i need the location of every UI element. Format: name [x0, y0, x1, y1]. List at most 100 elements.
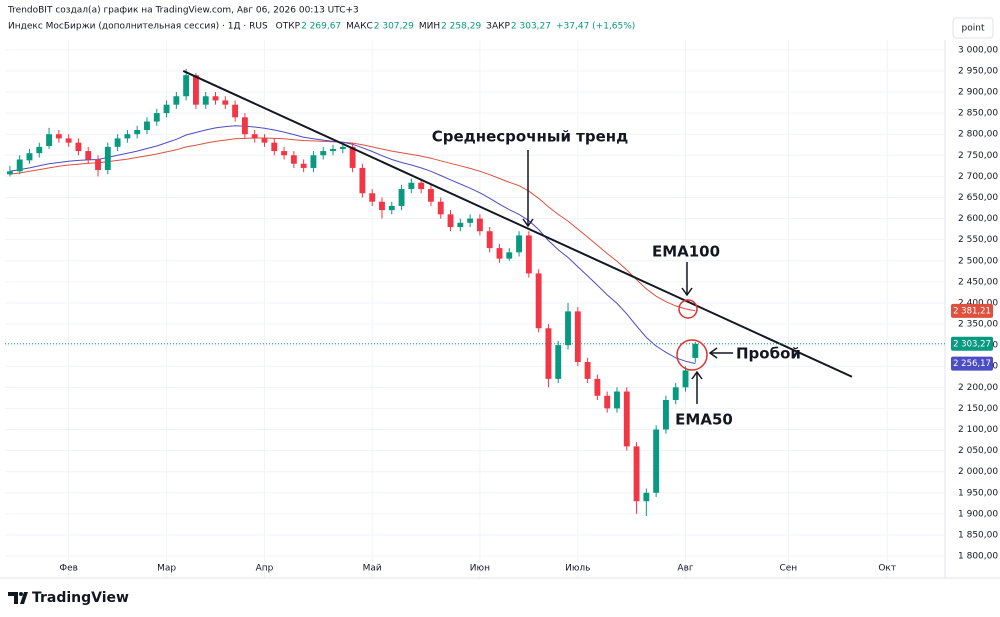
- logo-mark: [8, 592, 28, 604]
- x-tick-label: Июн: [470, 564, 490, 574]
- grid: [5, 40, 945, 578]
- candle-body: [555, 345, 562, 379]
- candle-body: [290, 155, 297, 164]
- candle-body: [241, 117, 248, 135]
- y-tick-label: 2 800,00: [958, 130, 998, 140]
- candle-body: [310, 155, 317, 168]
- y-tick-label: 2 400,00: [958, 298, 998, 308]
- x-tick-label: Апр: [256, 564, 274, 574]
- ohlc-value: 2 258,29: [441, 22, 481, 32]
- candle-body: [467, 218, 474, 223]
- ohlc-label: ОТКР: [276, 22, 301, 32]
- candle-body: [153, 113, 160, 122]
- candle-body: [36, 146, 43, 154]
- candle-body: [614, 391, 620, 409]
- y-tick-label: 2 200,00: [958, 383, 998, 393]
- candle-body: [565, 311, 571, 346]
- arrow-head: [522, 218, 534, 228]
- plot: [5, 68, 945, 516]
- candle-body: [388, 205, 395, 211]
- price-tag-label: 2 303,27: [953, 339, 991, 349]
- x-tick-label: Окт: [878, 564, 896, 574]
- y-tick-label: 3 000,00: [958, 45, 998, 55]
- ohlc-label: МИН: [419, 22, 440, 32]
- candle-body: [428, 189, 434, 202]
- candle-body: [173, 96, 180, 105]
- candle-body: [653, 429, 660, 493]
- y-tick-label: 2 100,00: [958, 425, 998, 435]
- scale-button-label[interactable]: point: [962, 24, 985, 34]
- price-tag-label: 2 381,21: [953, 306, 991, 316]
- scale-button[interactable]: [952, 17, 994, 39]
- y-tick-label: 2 750,00: [958, 151, 998, 161]
- annotation: EMA100: [652, 243, 720, 261]
- candle-body: [95, 159, 101, 171]
- candle-body: [193, 75, 199, 105]
- candle-body: [633, 446, 640, 502]
- candle-body: [476, 218, 483, 232]
- candle-body: [447, 214, 454, 228]
- ohlc-label: МАКС: [346, 22, 373, 32]
- y-tick-label: 2 550,00: [958, 235, 998, 245]
- arrow-head: [708, 347, 718, 359]
- candle-body: [202, 96, 209, 105]
- attribution: TrendoBIT создал(а) график на TradingVie…: [7, 6, 359, 16]
- y-tick-label: 2 500,00: [958, 256, 998, 266]
- ohlc-value: 2 303,27: [511, 22, 551, 32]
- highlight-circle: [678, 299, 698, 319]
- annotation: Среднесрочный тренд: [432, 128, 629, 146]
- candle-body: [623, 391, 630, 447]
- candle-body: [6, 171, 13, 175]
- candle-body: [144, 121, 150, 130]
- candle-body: [212, 96, 219, 101]
- y-tick-label: 1 950,00: [958, 488, 998, 498]
- candle-body: [232, 104, 239, 118]
- annotation: EMA50: [675, 411, 733, 429]
- arrow-head: [691, 370, 703, 380]
- brand-logo: TradingView: [8, 590, 129, 606]
- candle-body: [574, 311, 581, 363]
- candle-body: [486, 231, 493, 249]
- ohlc-value: 2 269,67: [301, 22, 341, 32]
- candle-body: [46, 134, 52, 147]
- trend-line: [182, 70, 853, 378]
- candle-body: [114, 138, 121, 147]
- candle-body: [369, 193, 376, 202]
- candle-body: [330, 148, 336, 152]
- candle-body: [300, 163, 307, 168]
- y-tick-label: 2 350,00: [958, 320, 998, 330]
- candle-body: [692, 343, 699, 358]
- annotation: Пробой: [736, 345, 801, 363]
- y-tick-label: 2 000,00: [958, 467, 998, 477]
- candle-body: [359, 167, 366, 194]
- candle-body: [26, 153, 33, 161]
- candle-body: [672, 387, 679, 400]
- candle-body: [16, 159, 23, 172]
- x-tick-label: Сен: [779, 564, 797, 574]
- candle-body: [535, 273, 542, 329]
- candle-body: [506, 252, 513, 259]
- candle-body: [320, 151, 327, 156]
- candle-body: [75, 142, 82, 152]
- ohlc-value: 2 307,29: [374, 22, 414, 32]
- x-tick-label: Май: [363, 564, 382, 574]
- y-tick-label: 2 600,00: [958, 214, 998, 224]
- y-tick-label: 1 900,00: [958, 509, 998, 519]
- ohlc-legend: ОТКР 2 269,67 МАКС 2 307,29 МИН 2 258,29 ЗАКР 2…: [276, 22, 636, 32]
- candle-body: [124, 134, 131, 139]
- candle-body: [525, 235, 532, 274]
- candle-body: [65, 138, 72, 143]
- candle-body: [594, 378, 601, 396]
- candle-body: [604, 395, 611, 409]
- candle-body: [222, 100, 229, 105]
- candle-body: [437, 201, 444, 215]
- candle-body: [379, 201, 385, 211]
- candle-body: [516, 235, 522, 253]
- change-value: +37,47 (+1,65%): [556, 22, 635, 32]
- candle-body: [349, 146, 356, 168]
- candle-body: [281, 151, 287, 156]
- arrow-head: [681, 287, 693, 297]
- candle-body: [339, 146, 346, 149]
- price-tag: [951, 303, 993, 318]
